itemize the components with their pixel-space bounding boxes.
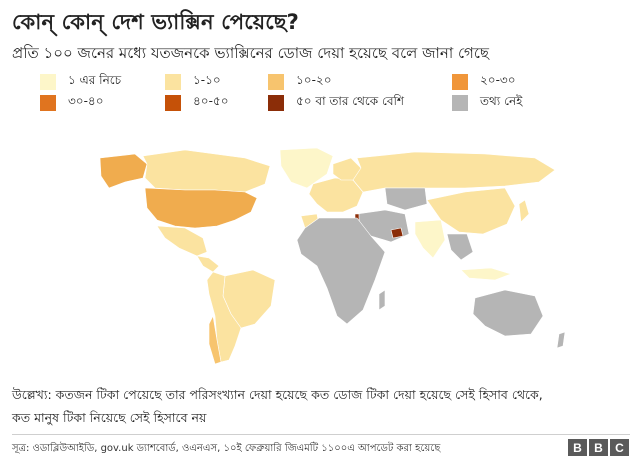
legend-item-40-50: ৪০-৫০ <box>165 94 229 112</box>
region-india <box>414 219 446 259</box>
note: উল্লেখ্য: কতজন টিকা পেয়েছে তার পরিসংখ্য… <box>12 383 632 429</box>
bbc-logo-letter: C <box>610 439 629 456</box>
region-canada <box>142 149 271 193</box>
region-japan <box>518 199 530 223</box>
legend-swatch <box>452 74 468 90</box>
legend-swatch <box>165 95 181 111</box>
legend-item-20-30: ২০-৩০ <box>452 73 516 91</box>
region-central-america <box>196 255 220 273</box>
legend-label: ১০-২০ <box>296 73 332 87</box>
source-text: সূত্র: ওডাব্লিউআইডি, gov.uk ড্যাশবোর্ড, … <box>12 443 441 454</box>
bbc-logo-letter: B <box>589 439 608 456</box>
divider <box>12 434 630 435</box>
region-europe <box>308 177 364 213</box>
legend-swatch <box>268 95 284 111</box>
region-indonesia <box>460 267 512 281</box>
legend-label: ১-১০ <box>193 73 221 87</box>
map-subtitle: প্রতি ১০০ জনের মধ্যে যতজনকে ভ্যাক্সিনের … <box>12 44 489 62</box>
region-alaska <box>99 153 148 189</box>
legend-label: ৫০ বা তার থেকে বেশি <box>296 94 405 108</box>
bbc-logo: B B C <box>568 439 629 456</box>
region-chile <box>208 315 222 365</box>
map-title: কোন্ কোন্ দেশ ভ্যাক্সিন পেয়েছে? <box>12 10 300 34</box>
note-line-2: কত মানুষ টিকা নিয়েছে সেই হিসাবে নয় <box>12 410 207 425</box>
legend-item-10-20: ১০-২০ <box>268 73 332 91</box>
legend-swatch <box>40 74 56 90</box>
region-china <box>426 187 516 235</box>
note-line-1: উল্লেখ্য: কতজন টিকা পেয়েছে তার পরিসংখ্য… <box>12 387 543 402</box>
legend-label: তথ্য নেই <box>480 94 523 108</box>
legend: ১ এর নিচে ১-১০ ১০-২০ ২০-৩০ ৩০-৪০ ৪০-৫০ ৫… <box>40 70 630 114</box>
region-madagascar <box>378 289 386 311</box>
legend-swatch <box>165 74 181 90</box>
region-usa <box>144 187 258 229</box>
region-south-america-west <box>206 271 242 363</box>
region-uae <box>390 227 404 239</box>
region-russia <box>352 151 556 193</box>
legend-item-1-10: ১-১০ <box>165 73 221 91</box>
region-kazakhstan <box>384 187 428 211</box>
legend-item-below-1: ১ এর নিচে <box>40 73 121 91</box>
bbc-logo-letter: B <box>568 439 587 456</box>
legend-item-no-data: তথ্য নেই <box>452 94 522 112</box>
legend-swatch <box>452 95 468 111</box>
legend-label: ১ এর নিচে <box>68 73 122 87</box>
region-australia <box>472 289 544 337</box>
legend-item-50-plus: ৫০ বা তার থেকে বেশি <box>268 94 404 112</box>
region-mexico <box>156 225 208 257</box>
region-southeast-asia <box>446 233 474 261</box>
region-greenland <box>279 148 334 189</box>
legend-label: ৩০-৪০ <box>68 94 104 108</box>
legend-swatch <box>40 95 56 111</box>
legend-label: ৪০-৫০ <box>193 94 229 108</box>
region-africa <box>296 217 386 325</box>
world-map <box>99 148 566 365</box>
legend-swatch <box>268 74 284 90</box>
legend-label: ২০-৩০ <box>480 73 516 87</box>
region-new-zealand <box>556 331 566 349</box>
legend-item-30-40: ৩০-৪০ <box>40 94 104 112</box>
